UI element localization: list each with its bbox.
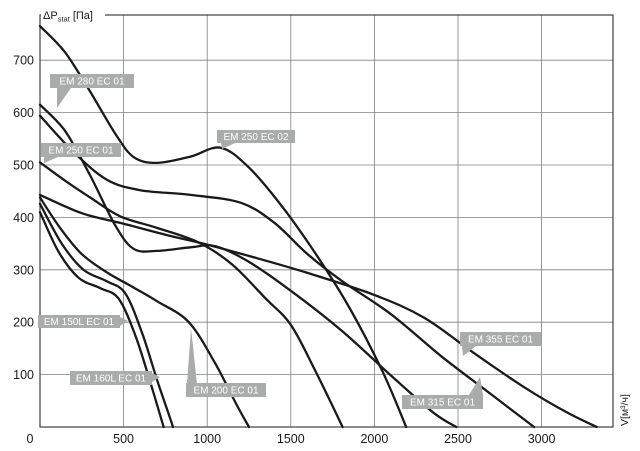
curve-label-box	[186, 383, 266, 397]
curve-em-150l-ec-01	[38, 211, 165, 429]
curve-label-em-150l-ec-01: EM 150L EC 01	[38, 315, 128, 328]
y-tick-300: 300	[13, 263, 34, 277]
plot-border	[39, 14, 614, 428]
curve-label-em-280-ec-01: EM 280 EC 01	[50, 74, 134, 108]
curve-label-tail	[187, 328, 197, 384]
curve-label-em-355-ec-01: EM 355 EC 01	[460, 332, 541, 356]
curve-label-em-200-ec-01: EM 200 EC 01	[186, 328, 266, 397]
curve-label-text: EM 200 EC 01	[193, 386, 258, 397]
curve-label-text: EM 355 EC 01	[468, 335, 533, 346]
plot-frame	[39, 14, 614, 428]
curve-label-em-315-ec-01: EM 315 EC 01	[402, 377, 483, 409]
curve-label-tail	[469, 377, 483, 395]
y-tick-600: 600	[13, 106, 34, 120]
x-tick-1000: 1000	[193, 432, 221, 446]
curve-label-tail	[221, 143, 235, 149]
curve-label-em-250-ec-01: EM 250 EC 01	[41, 143, 121, 163]
curve-callouts: EM 280 EC 01 EM 250 EC 01 EM 250 EC 02 EM 1…	[38, 74, 541, 409]
curve-em-315-ec-01	[38, 114, 536, 429]
curve-label-box	[402, 395, 483, 409]
curve-label-box	[217, 130, 295, 143]
curve-em-250-ec-02	[38, 24, 408, 429]
curve-em-355-ec-01	[38, 193, 598, 429]
curve-label-tail	[152, 373, 160, 382]
x-tick-2500: 2500	[444, 432, 472, 446]
curve-label-text: EM 160L EC 01	[76, 374, 147, 385]
y-tick-500: 500	[13, 159, 34, 173]
curve-label-text: EM 250 EC 01	[48, 146, 113, 157]
curve-label-text: EM 315 EC 01	[410, 398, 475, 409]
x-axis-title: V[м³/ч]	[619, 394, 631, 426]
curve-label-em-250-ec-02: EM 250 EC 02	[217, 130, 295, 149]
y-axis-title-bg	[41, 9, 105, 21]
x-tick-1500: 1500	[277, 432, 305, 446]
axis-tick-labels: 0 500 1000 1500 2000 2500 3000 100 200 300 400 500 6…	[13, 54, 555, 446]
curve-label-tail	[44, 157, 58, 163]
curve-label-box	[460, 332, 541, 346]
curve-label-em-160l-ec-01: EM 160L EC 01	[70, 371, 160, 385]
y-tick-100: 100	[13, 368, 34, 382]
x-tick-2000: 2000	[360, 432, 388, 446]
y-axis-title: ΔPstat [Па]	[43, 10, 93, 24]
x-tick-0: 0	[27, 432, 34, 446]
curve-label-box	[41, 143, 121, 157]
x-tick-500: 500	[113, 432, 134, 446]
x-tick-3000: 3000	[528, 432, 556, 446]
curve-label-text: EM 250 EC 02	[223, 132, 288, 143]
curve-em-160l-ec-01	[38, 202, 175, 429]
curve-label-tail	[120, 317, 128, 326]
curve-label-box	[70, 371, 152, 385]
curve-label-tail	[57, 88, 71, 108]
y-tick-700: 700	[13, 54, 34, 68]
curve-label-tail	[462, 346, 476, 356]
axis-titles: ΔPstat [Па] V[м³/ч]	[41, 9, 631, 426]
curve-label-text: EM 150L EC 01	[44, 317, 115, 328]
y-tick-200: 200	[13, 316, 34, 330]
curve-label-text: EM 280 EC 01	[59, 77, 124, 88]
y-tick-400: 400	[13, 211, 34, 225]
curve-label-box	[50, 74, 134, 88]
curve-label-box	[38, 315, 120, 328]
